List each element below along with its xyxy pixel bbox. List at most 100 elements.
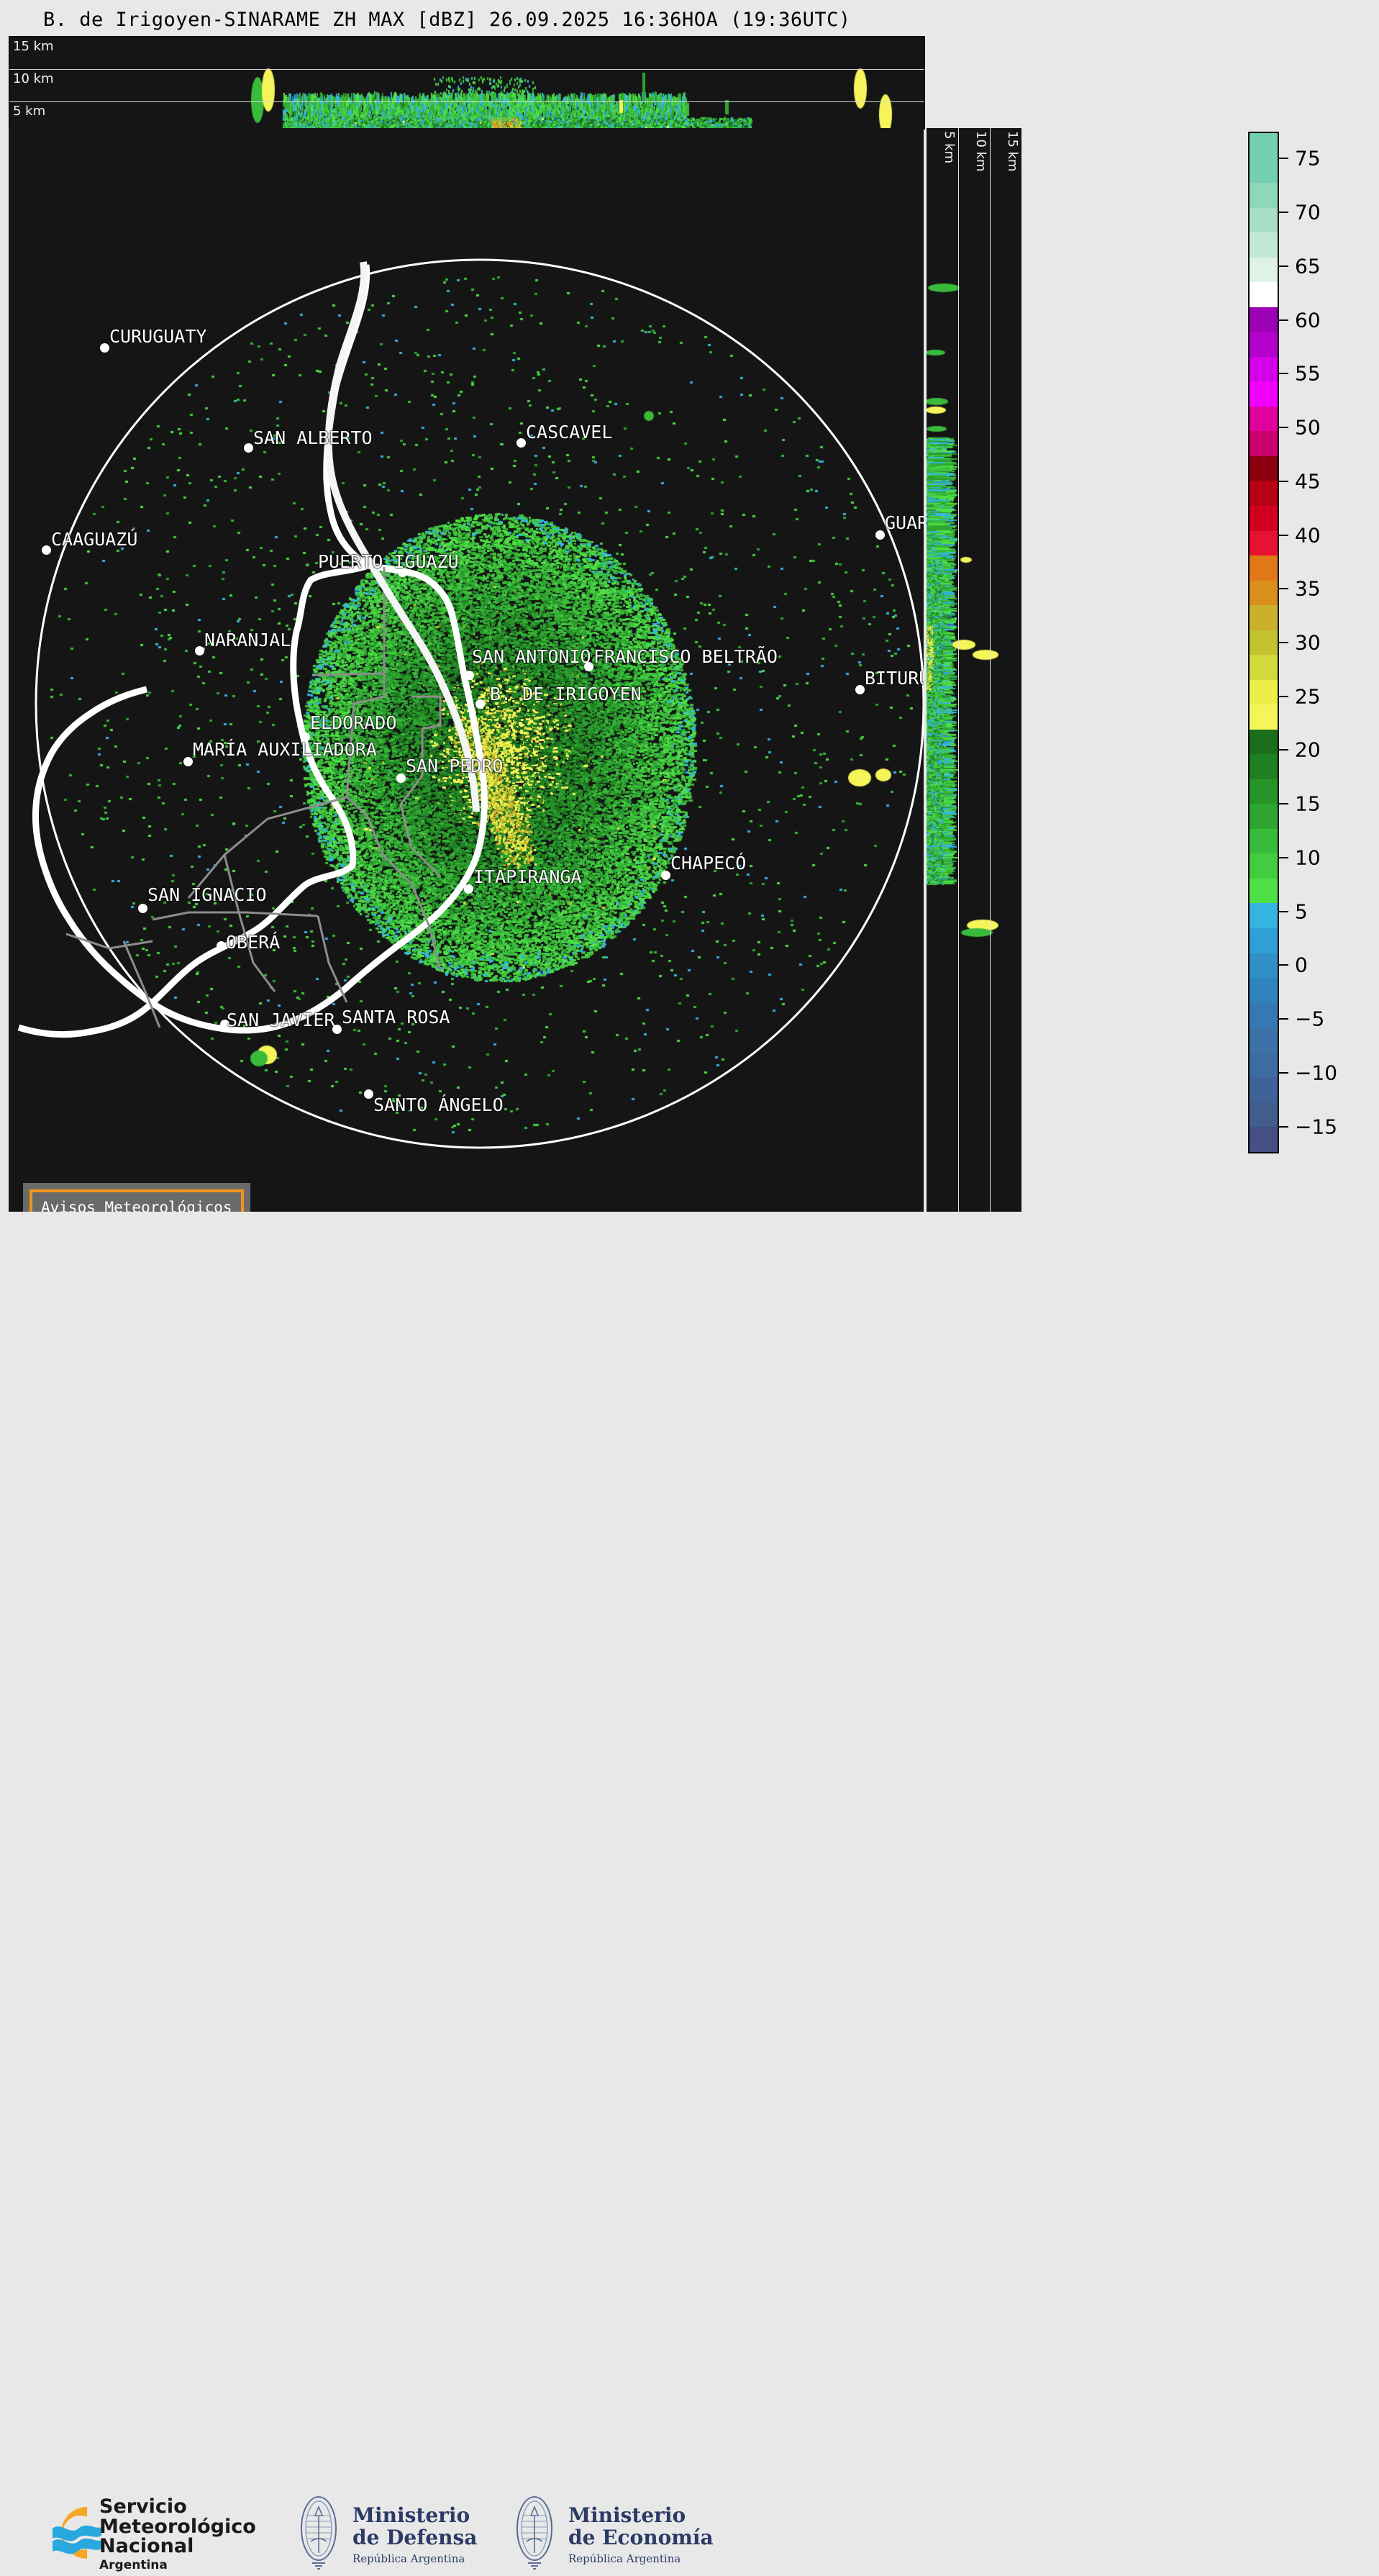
- colorbar-tick-label: 5: [1295, 899, 1308, 924]
- altitude-line-5km: [9, 101, 924, 102]
- smn-logo-icon: [53, 2507, 101, 2559]
- range-ring: [35, 258, 924, 1149]
- smn-line-4: Argentina: [99, 2557, 168, 2572]
- warning-box[interactable]: Avisos Meteorológicos a Muy Corto Plazo: [23, 1183, 250, 1212]
- top-panel-label-5km: 5 km: [13, 104, 46, 119]
- right-panel-label-15km: 15 km: [1005, 131, 1020, 172]
- city-dot: [220, 1020, 229, 1029]
- colorbar-tick-label: 70: [1295, 200, 1321, 225]
- economia-logo-text: Ministerio de Economía República Argenti…: [568, 2504, 714, 2567]
- right-panel-label-10km: 10 km: [973, 131, 988, 172]
- colorbar-tick-label: 55: [1295, 361, 1321, 386]
- colorbar-segment: [1250, 978, 1278, 1003]
- city-dot: [217, 941, 226, 951]
- colorbar-segment: [1250, 183, 1278, 208]
- city-label: SAN IGNACIO: [147, 884, 267, 905]
- altitude-line-10km: [9, 69, 924, 70]
- top-cross-section-panel: 15 km 10 km 5 km: [9, 36, 925, 130]
- city-dot: [183, 757, 193, 766]
- colorbar-tick-label: 45: [1295, 469, 1321, 494]
- colorbar-tick-label: 30: [1295, 630, 1321, 655]
- city-label: ELDORADO: [310, 712, 397, 733]
- top-cross-section-echoes: [9, 37, 924, 129]
- colorbar-tick: [1279, 427, 1288, 429]
- city-label: SAN JAVIER: [227, 1010, 335, 1030]
- colorbar-tick-label: −5: [1295, 1007, 1325, 1031]
- colorbar-tick: [1279, 695, 1288, 697]
- colorbar-tick: [1279, 1018, 1288, 1020]
- city-label: CHAPECÓ: [670, 853, 747, 874]
- colorbar-tick: [1279, 373, 1288, 375]
- colorbar-segment: [1250, 207, 1278, 233]
- colorbar-tick: [1279, 480, 1288, 482]
- colorbar-tick-label: 25: [1295, 684, 1321, 709]
- colorbar-segment: [1250, 257, 1278, 283]
- colorbar-tick-label: 35: [1295, 576, 1321, 601]
- colorbar-segment: [1250, 455, 1278, 481]
- colorbar-tick: [1279, 803, 1288, 805]
- city-label: SAN PEDRO: [406, 756, 504, 776]
- colorbar-segment: [1250, 1002, 1278, 1028]
- city-dot: [364, 1089, 373, 1099]
- colorbar-segment: [1250, 431, 1278, 456]
- city-label: SAN ANTONIO: [472, 646, 591, 667]
- colorbar-segment: [1250, 133, 1278, 158]
- city-dot: [398, 568, 407, 577]
- colorbar-tick-label: 0: [1295, 953, 1308, 977]
- defensa-logo-text: Ministerio de Defensa República Argentin…: [352, 2504, 477, 2567]
- colorbar-tick: [1279, 212, 1288, 214]
- colorbar-segment: [1250, 878, 1278, 904]
- warning-line-1: Avisos Meteorológicos: [41, 1199, 232, 1212]
- colorbar-segment: [1250, 580, 1278, 606]
- department-boundaries: [65, 567, 442, 1028]
- colorbar-segment: [1250, 679, 1278, 705]
- city-label: ITAPIRANGA: [473, 866, 582, 887]
- warning-box-inner: Avisos Meteorológicos a Muy Corto Plazo: [29, 1189, 244, 1212]
- colorbar: [1248, 132, 1279, 1153]
- colorbar-tick: [1279, 856, 1288, 858]
- smn-line-2: Meteorológico: [99, 2515, 256, 2538]
- city-dot: [465, 671, 474, 680]
- colorbar-segment: [1250, 630, 1278, 656]
- colorbar-segment: [1250, 928, 1278, 953]
- city-label: FRANCISCO BELTRÃO: [593, 646, 778, 667]
- colorbar-segment: [1250, 655, 1278, 680]
- colorbar-segment: [1250, 903, 1278, 928]
- colorbar-tick: [1279, 1071, 1288, 1074]
- colorbar-segment: [1250, 307, 1278, 332]
- argentina-coat-of-arms-economia-icon: [516, 2496, 552, 2570]
- argentina-coat-of-arms-defensa-icon: [301, 2496, 337, 2570]
- altitude-line-right-15km: [990, 128, 991, 1212]
- footer: Servicio Meteorológico Nacional Argentin…: [0, 1216, 1379, 2572]
- colorbar-segment: [1250, 282, 1278, 307]
- colorbar-tick-label: 40: [1295, 523, 1321, 548]
- colorbar-ticks: 75 70 65 60 55 50 45 40 35 30 25 20 15 10 5 0 −5 −10 −15: [1279, 132, 1373, 1153]
- defensa-line-1: Ministerio: [352, 2503, 470, 2527]
- colorbar-tick: [1279, 534, 1288, 536]
- colorbar-segment: [1250, 505, 1278, 531]
- page-title: B. de Irigoyen-SINARAME ZH MAX [dBZ] 26.…: [43, 9, 851, 31]
- smn-logo-text: Servicio Meteorológico Nacional Argentin…: [99, 2497, 256, 2572]
- city-dot: [100, 343, 109, 353]
- city-label: MARÍA AUXILIADORA: [193, 739, 377, 760]
- city-dot: [42, 545, 51, 555]
- city-label: CAAGUAZÚ: [51, 529, 138, 550]
- colorbar-segment: [1250, 804, 1278, 829]
- radar-map-panel[interactable]: CURUGUATY SAN ALBERTO CASCAVEL CAAGUAZÚ GUAR…: [9, 128, 924, 1212]
- colorbar-tick: [1279, 158, 1288, 160]
- colorbar-segment: [1250, 828, 1278, 854]
- colorbar-segment: [1250, 1102, 1278, 1128]
- right-panel-label-5km: 5 km: [942, 131, 957, 164]
- colorbar-segment: [1250, 555, 1278, 581]
- defensa-line-3: República Argentina: [352, 2552, 465, 2565]
- colorbar-segment: [1250, 729, 1278, 755]
- city-dot: [332, 1025, 342, 1034]
- colorbar-segment: [1250, 754, 1278, 779]
- city-dot: [396, 774, 406, 783]
- colorbar-tick-label: −10: [1295, 1061, 1338, 1085]
- city-label: SAN ALBERTO: [253, 427, 373, 448]
- colorbar-segment: [1250, 704, 1278, 730]
- colorbar-segment: [1250, 1028, 1278, 1053]
- colorbar-segment: [1250, 953, 1278, 979]
- city-label: NARANJAL: [204, 630, 291, 650]
